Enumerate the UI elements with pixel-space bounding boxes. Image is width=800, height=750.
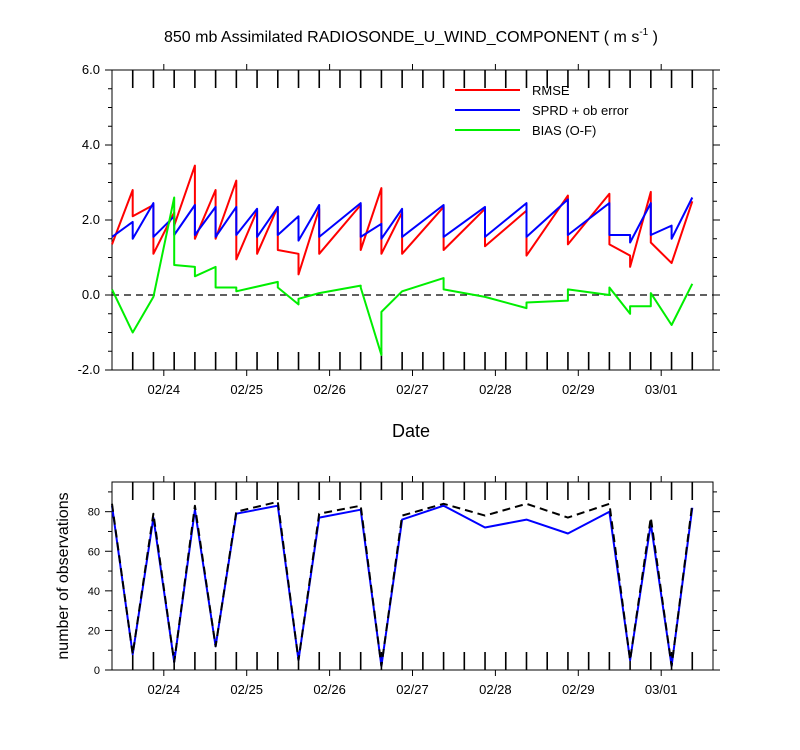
y-tick-label: 0.0 — [82, 287, 100, 302]
y-tick-label: 6.0 — [82, 62, 100, 77]
y-tick-label: 0 — [94, 665, 100, 677]
plot-frame — [111, 481, 714, 671]
x-tick-label: 02/27 — [396, 382, 429, 397]
y-axis-label-observations: number of observations — [55, 492, 72, 659]
x-tick-label: 02/26 — [313, 382, 346, 397]
series-line-possible — [111, 500, 694, 667]
y-tick-label: -2.0 — [78, 362, 100, 377]
series-line-bias-o-f — [111, 196, 694, 356]
y-tick-label: 80 — [88, 507, 100, 519]
x-tick-label: 03/01 — [645, 382, 678, 397]
chart-title-main: 850 mb Assimilated RADIOSONDE_U_WIND_COM… — [164, 29, 639, 46]
bottom-panel: 02/24 02/25 02/26 02/27 02/28 02/29 03/01 0 20 40… — [88, 476, 720, 697]
legend-label: BIAS (O-F) — [532, 123, 596, 138]
legend: RMSE SPRD + ob error BIAS (O-F) — [455, 83, 629, 138]
y-tick-label: 2.0 — [82, 212, 100, 227]
x-tick-label: 02/28 — [479, 382, 512, 397]
chart-title-exponent: -1 — [639, 27, 648, 38]
x-tick-label: 03/01 — [645, 682, 678, 697]
y-tick-label: 20 — [88, 625, 100, 637]
x-tick-label: 02/25 — [230, 382, 263, 397]
top-panel: 02/24 02/25 02/26 02/27 02/28 02/29 03/01 -2.0 0… — [78, 62, 720, 397]
x-tick-label: 02/24 — [148, 682, 181, 697]
y-tick-label: 4.0 — [82, 137, 100, 152]
x-tick-label: 02/28 — [479, 682, 512, 697]
legend-label: SPRD + ob error — [532, 103, 629, 118]
x-tick-label: 02/25 — [230, 682, 263, 697]
chart-title: 850 mb Assimilated RADIOSONDE_U_WIND_COM… — [164, 27, 658, 46]
x-tick-label: 02/27 — [396, 682, 429, 697]
legend-label: RMSE — [532, 83, 570, 98]
y-tick-label: 60 — [88, 546, 100, 558]
x-tick-label: 02/24 — [148, 382, 181, 397]
x-tick-label: 02/29 — [562, 382, 595, 397]
chart-title-suffix: ) — [648, 29, 658, 46]
x-tick-label: 02/26 — [313, 682, 346, 697]
series-line-sprd-ob-error — [111, 197, 694, 244]
y-tick-label: 40 — [88, 586, 100, 598]
x-tick-label: 02/29 — [562, 682, 595, 697]
x-axis-label: Date — [392, 421, 430, 441]
